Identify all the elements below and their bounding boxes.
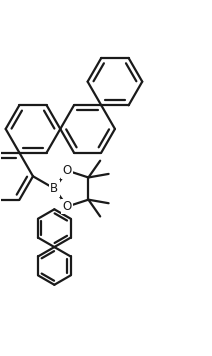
Text: O: O — [63, 200, 72, 213]
Text: B: B — [50, 182, 58, 195]
Text: O: O — [63, 164, 72, 177]
